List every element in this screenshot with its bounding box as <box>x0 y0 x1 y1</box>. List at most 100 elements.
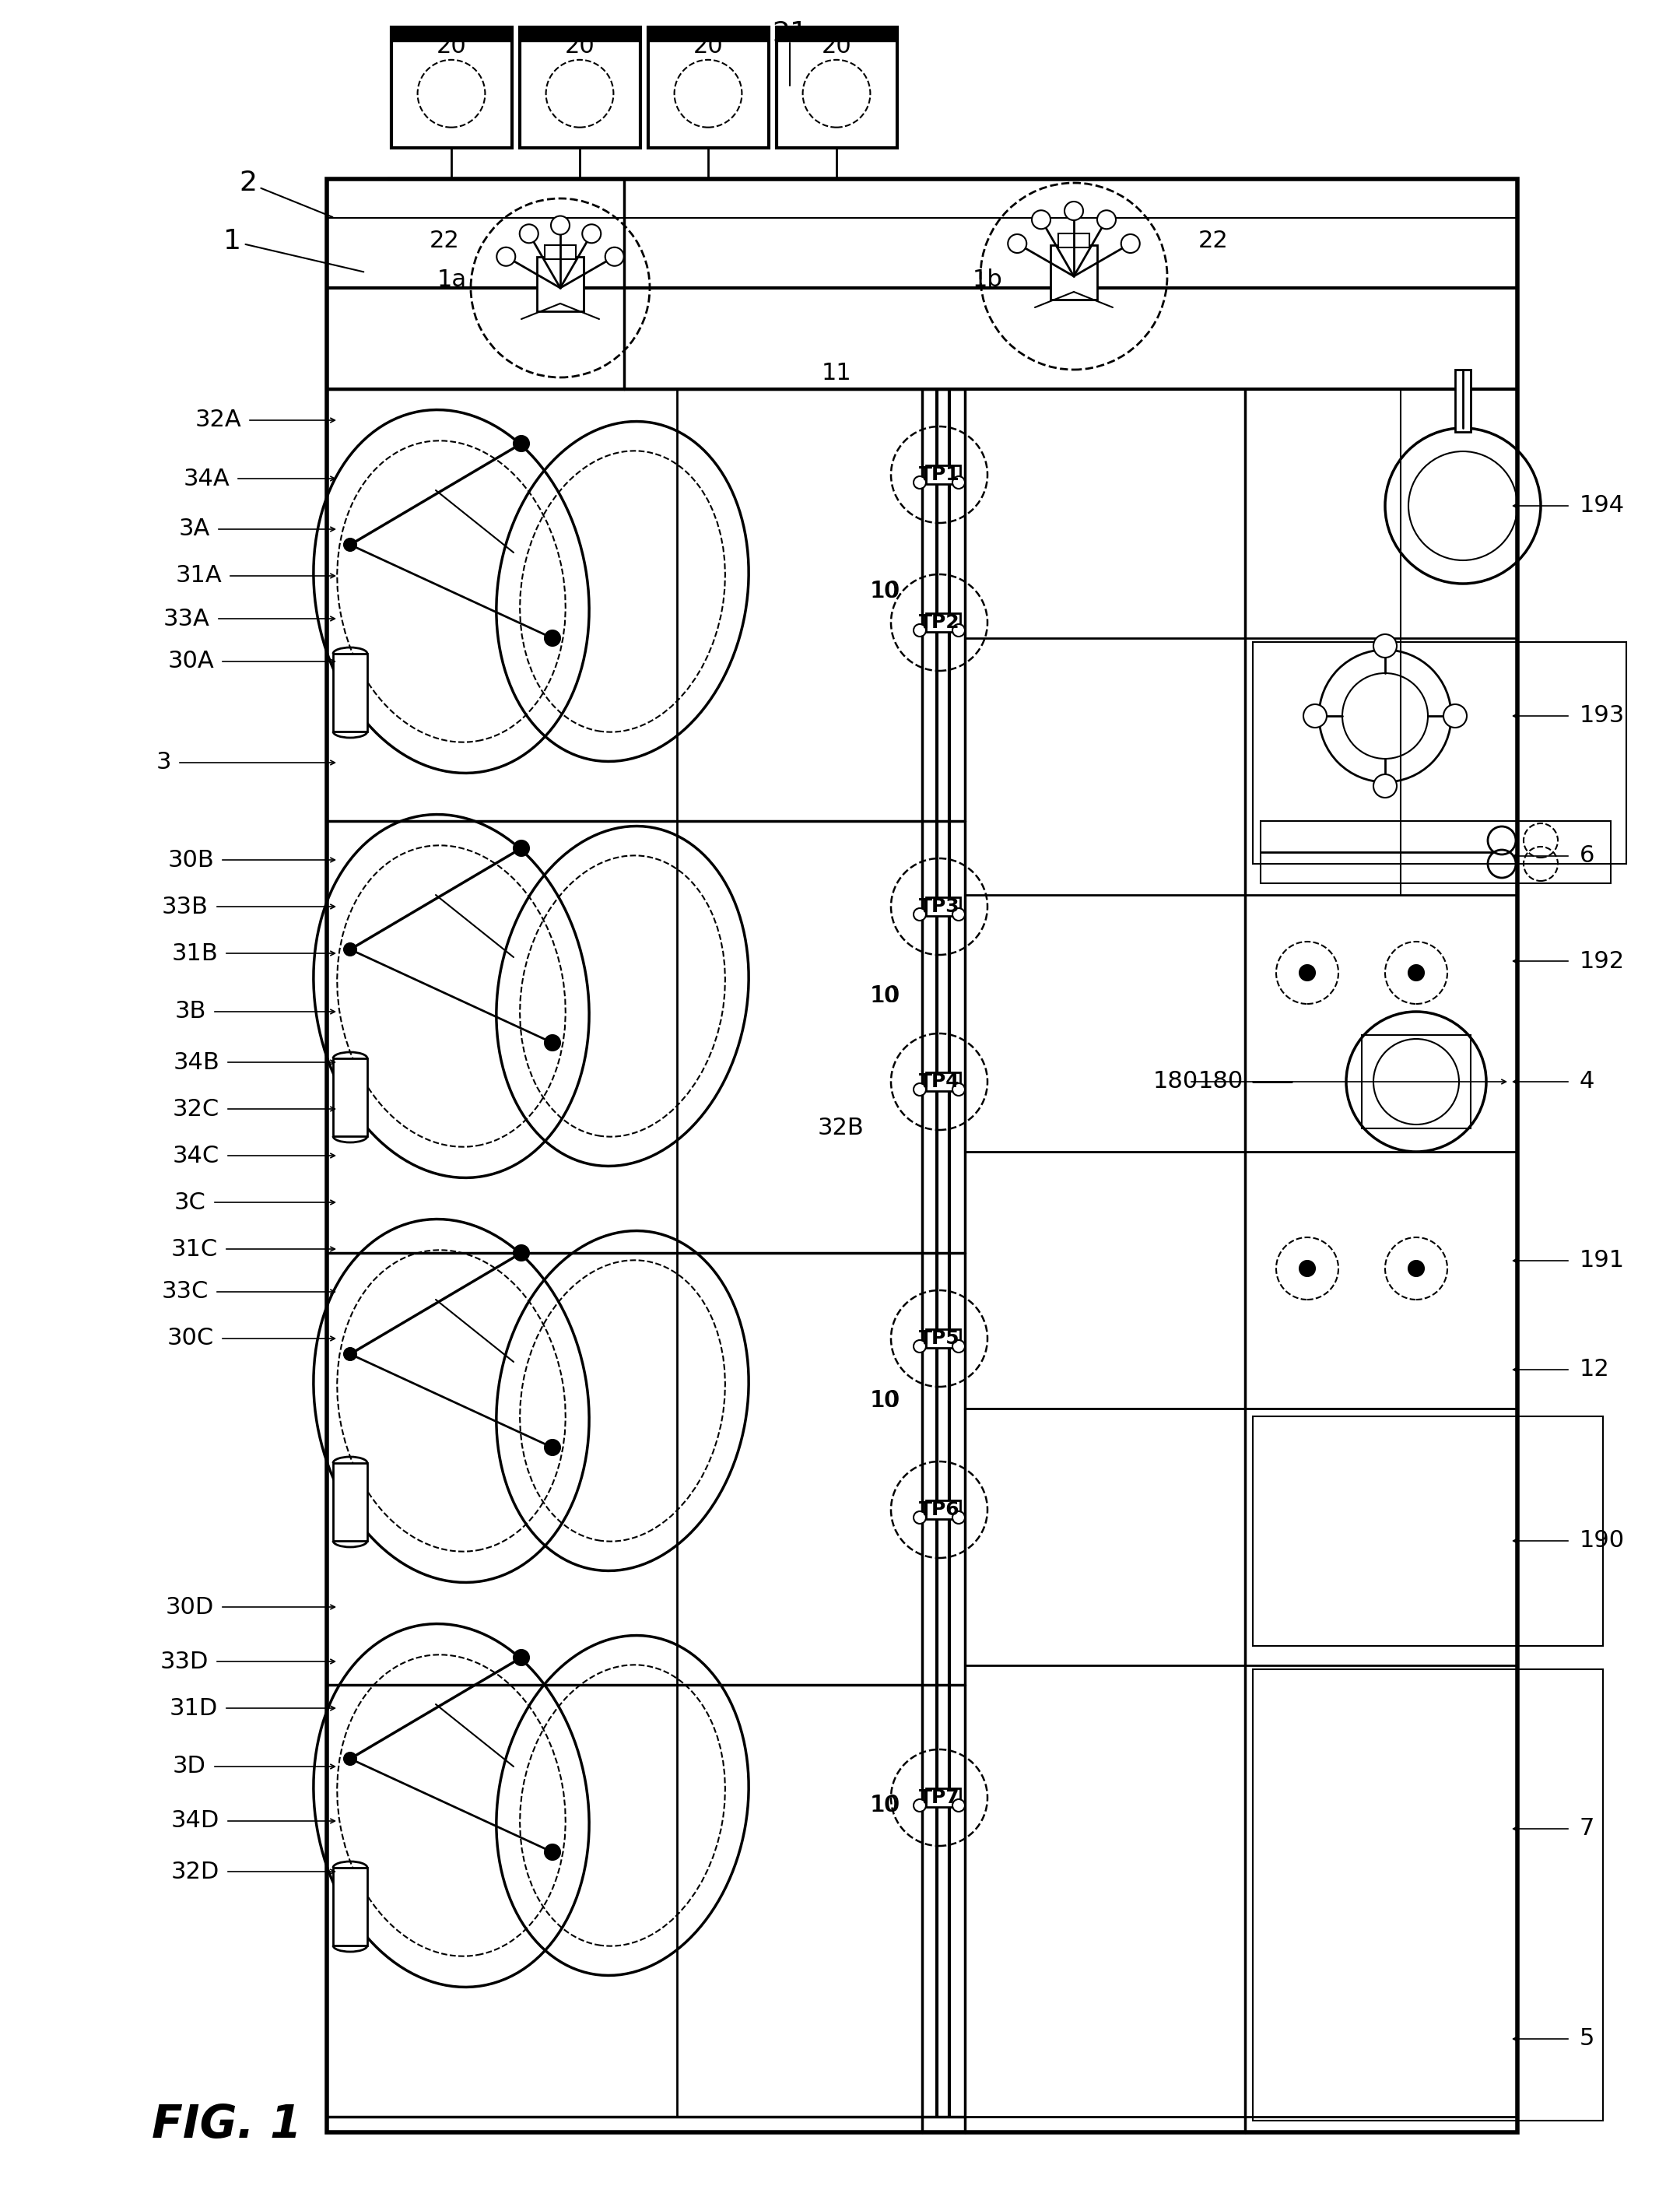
Bar <box>926 1501 961 1518</box>
Bar <box>926 466 961 483</box>
Text: 20: 20 <box>694 35 722 57</box>
Circle shape <box>953 477 964 488</box>
Circle shape <box>914 477 926 488</box>
Text: 5: 5 <box>1579 2028 1594 2050</box>
Circle shape <box>914 1799 926 1812</box>
Circle shape <box>1443 704 1467 728</box>
Circle shape <box>497 247 516 267</box>
Circle shape <box>914 1084 926 1095</box>
Circle shape <box>953 625 964 636</box>
Text: 1b: 1b <box>973 269 1003 291</box>
Text: 10: 10 <box>870 580 899 603</box>
Text: 22: 22 <box>1198 230 1228 252</box>
Circle shape <box>953 1799 964 1812</box>
Circle shape <box>914 907 926 920</box>
Text: 33C: 33C <box>161 1280 208 1302</box>
Bar <box>328 179 1517 2132</box>
Text: 10: 10 <box>870 1794 900 1816</box>
Text: 11: 11 <box>822 362 852 384</box>
Circle shape <box>1097 210 1116 230</box>
Text: 32D: 32D <box>171 1861 220 1883</box>
Text: 32B: 32B <box>816 1117 864 1139</box>
Circle shape <box>1065 201 1084 221</box>
Circle shape <box>1121 234 1139 254</box>
Text: 20: 20 <box>437 35 467 57</box>
Text: 190: 190 <box>1579 1529 1625 1552</box>
Text: TP1: TP1 <box>919 466 959 483</box>
Bar <box>519 26 640 42</box>
Text: 30D: 30D <box>166 1596 213 1618</box>
Circle shape <box>519 225 538 243</box>
Text: 1a: 1a <box>437 269 467 291</box>
Text: 4: 4 <box>1579 1070 1594 1092</box>
Circle shape <box>544 1845 559 1861</box>
Text: TP2: TP2 <box>919 614 959 631</box>
Text: TP5: TP5 <box>919 1329 959 1348</box>
Text: 31C: 31C <box>171 1238 218 1260</box>
Text: TP3: TP3 <box>919 898 959 916</box>
Bar <box>333 1463 368 1540</box>
Text: 31D: 31D <box>170 1697 218 1719</box>
Circle shape <box>1008 234 1026 254</box>
Bar <box>926 1073 961 1090</box>
Bar <box>333 653 368 731</box>
Bar <box>1253 1668 1603 2121</box>
Bar <box>519 26 640 148</box>
Bar <box>1260 821 1611 883</box>
Circle shape <box>953 907 964 920</box>
Circle shape <box>1408 1260 1425 1276</box>
Text: TP4: TP4 <box>919 1073 959 1090</box>
Text: 10: 10 <box>870 580 900 603</box>
Bar <box>333 1867 368 1947</box>
Text: 10: 10 <box>870 1390 900 1412</box>
Text: 6: 6 <box>1579 845 1594 867</box>
Text: 193: 193 <box>1579 704 1625 728</box>
Bar <box>1253 1417 1603 1646</box>
Text: 1: 1 <box>223 227 363 271</box>
Circle shape <box>344 1752 356 1766</box>
Circle shape <box>914 1340 926 1353</box>
Bar <box>926 614 961 631</box>
Text: 180: 180 <box>1152 1070 1198 1092</box>
Text: 30A: 30A <box>168 651 213 673</box>
Text: 21: 21 <box>771 20 808 46</box>
Bar <box>776 26 897 42</box>
Text: 7: 7 <box>1579 1819 1594 1841</box>
Circle shape <box>1408 964 1425 980</box>
Circle shape <box>1032 210 1050 230</box>
Bar <box>776 26 897 148</box>
Text: 3D: 3D <box>173 1755 207 1779</box>
Circle shape <box>914 1512 926 1523</box>
Bar <box>391 26 512 148</box>
Bar <box>926 1329 961 1348</box>
Text: 31B: 31B <box>171 942 218 964</box>
Text: 2: 2 <box>239 170 333 216</box>
Text: 20: 20 <box>564 35 595 57</box>
Text: 30B: 30B <box>168 850 213 872</box>
Text: 32A: 32A <box>195 408 242 433</box>
Circle shape <box>1374 633 1396 658</box>
Circle shape <box>914 625 926 636</box>
Circle shape <box>1304 704 1327 728</box>
Text: 3: 3 <box>156 750 171 775</box>
Bar <box>1253 642 1626 863</box>
Text: 191: 191 <box>1579 1249 1625 1271</box>
Text: 12: 12 <box>1579 1357 1609 1382</box>
Text: 3B: 3B <box>175 1000 207 1024</box>
Bar <box>544 245 576 258</box>
Bar <box>391 26 512 42</box>
Circle shape <box>953 1340 964 1353</box>
Text: 34C: 34C <box>173 1145 220 1168</box>
Circle shape <box>514 1245 529 1260</box>
Bar <box>1362 1035 1470 1128</box>
Text: FIG. 1: FIG. 1 <box>151 2103 302 2147</box>
Circle shape <box>514 841 529 856</box>
Bar <box>1050 245 1097 300</box>
Bar <box>648 26 769 42</box>
Text: 10: 10 <box>870 984 900 1006</box>
Circle shape <box>544 1439 559 1454</box>
Circle shape <box>344 942 356 956</box>
Text: 3C: 3C <box>175 1192 207 1214</box>
Text: 192: 192 <box>1579 949 1625 973</box>
Bar <box>1455 369 1470 433</box>
